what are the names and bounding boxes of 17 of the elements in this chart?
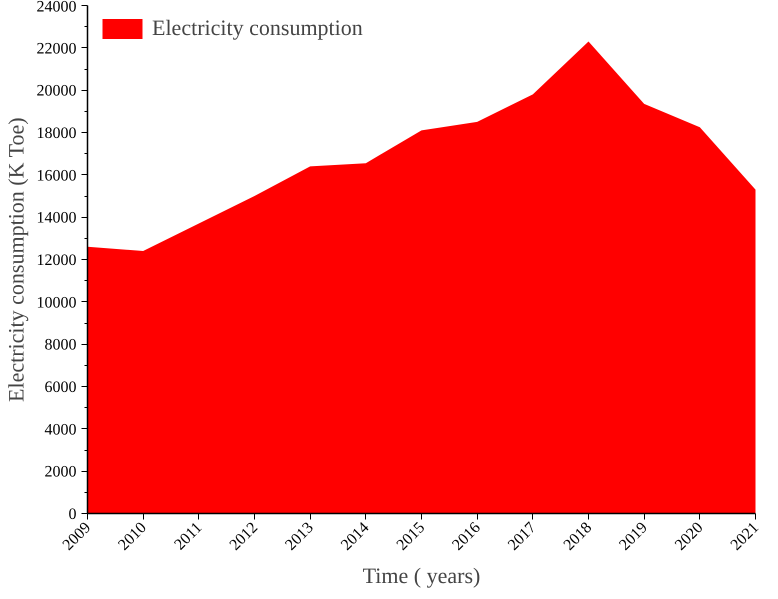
y-tick-label: 24000 [36,0,76,16]
y-tick-label: 10000 [36,294,76,312]
y-tick-label: 16000 [36,167,76,184]
y-tick-label: 4000 [44,421,76,438]
y-tick-label: 8000 [44,336,76,354]
y-tick-label: 20000 [36,82,76,100]
y-tick-label: 6000 [44,379,76,396]
y-tick-label: 2000 [44,464,76,481]
y-axis-title: Electricity consumption (K Toe) [4,117,28,402]
y-tick-label: 14000 [36,210,76,227]
y-tick-label: 22000 [36,40,76,58]
y-tick-label: 18000 [36,125,76,142]
x-axis-title: Time ( years) [362,562,480,588]
y-tick-label: 12000 [36,252,76,269]
legend-label: Electricity consumption [152,15,363,41]
x-tick-label: 2011 [171,519,206,554]
y-tick-label: 0 [68,506,76,523]
